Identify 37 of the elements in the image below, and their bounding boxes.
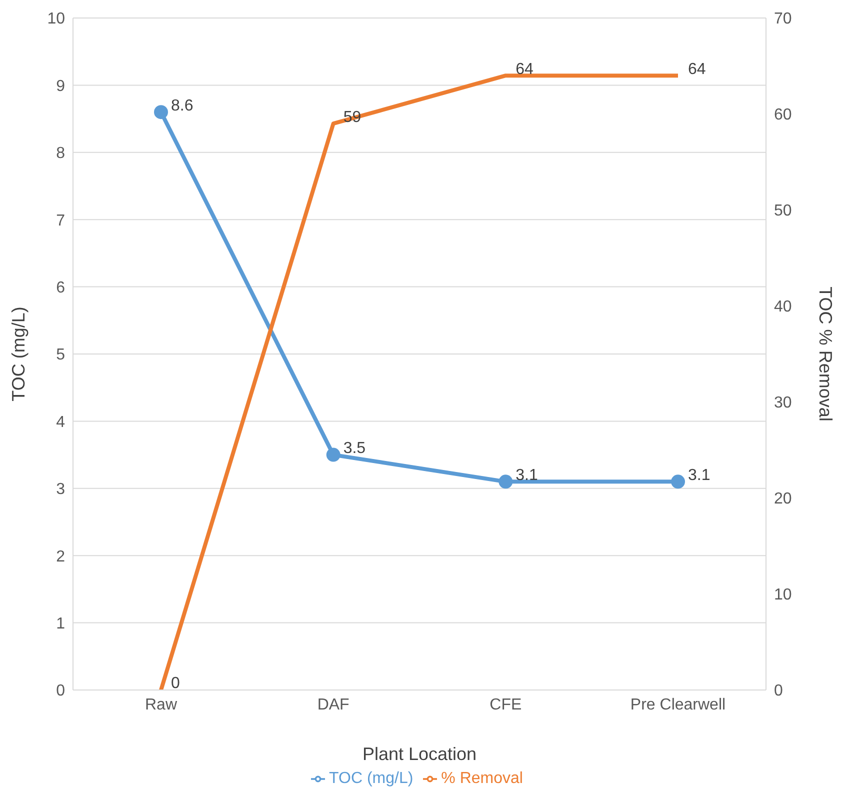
x-tick-label: DAF xyxy=(317,696,350,714)
y-tick-label: 3 xyxy=(56,481,66,498)
point xyxy=(671,474,685,489)
x-axis-title: Plant Location xyxy=(362,744,477,764)
x-tick-label: Pre Clearwell xyxy=(630,696,726,714)
data-label: 3.5 xyxy=(343,440,366,458)
y-tick-label: 10 xyxy=(47,10,66,28)
y-tick-label: 9 xyxy=(56,78,66,95)
data-label: 0 xyxy=(171,675,180,692)
y-axis-title: TOC (mg/L) xyxy=(8,306,28,402)
legend-label: TOC (mg/L) xyxy=(329,770,414,787)
y2-tick-label: 50 xyxy=(774,202,792,220)
y2-tick-label: 10 xyxy=(774,586,792,604)
y-tick-label: 8 xyxy=(56,145,66,162)
y-tick-label: 0 xyxy=(56,682,66,700)
y-tick-label: 6 xyxy=(56,279,66,296)
y2-tick-label: 70 xyxy=(774,10,792,28)
data-label: 8.6 xyxy=(171,97,194,114)
y2-tick-label: 30 xyxy=(774,394,792,412)
x-tick-label: CFE xyxy=(490,696,522,714)
y2-tick-label: 60 xyxy=(774,106,792,124)
y-tick-label: 5 xyxy=(56,346,66,364)
point xyxy=(498,474,513,489)
y2-axis-title: TOC % Removal xyxy=(816,286,836,422)
point xyxy=(154,105,168,120)
y-tick-label: 4 xyxy=(56,414,66,431)
legend-label: % Removal xyxy=(441,770,523,787)
y2-tick-label: 0 xyxy=(774,682,783,700)
y-tick-label: 7 xyxy=(56,212,66,230)
y2-tick-label: 20 xyxy=(774,490,792,508)
y-tick-label: 1 xyxy=(56,615,66,632)
data-label: 3.1 xyxy=(688,466,710,484)
y2-tick-label: 40 xyxy=(774,298,792,316)
y-tick-label: 2 xyxy=(56,548,66,566)
x-tick-label: Raw xyxy=(144,696,178,714)
point xyxy=(326,448,340,462)
data-label: 64 xyxy=(688,60,706,78)
